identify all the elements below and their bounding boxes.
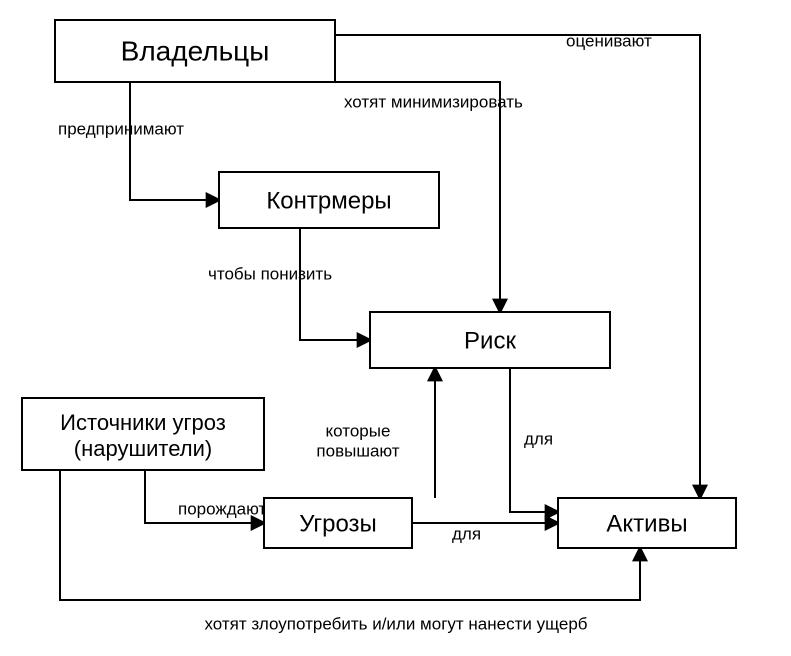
node-risk-label: Риск (464, 327, 516, 354)
node-threats: Угрозы (264, 498, 412, 548)
edge-label-raise-1: которые (326, 421, 391, 440)
edge-label-lower: чтобы понизить (208, 264, 332, 283)
edge-label-take: предпринимают (58, 119, 184, 138)
edge-counter-risk (300, 228, 370, 340)
edge-label-raise-2: повышают (316, 441, 399, 460)
edge-label-evaluate: оценивают (566, 31, 652, 50)
node-assets: Активы (558, 498, 736, 548)
node-owners: Владельцы (55, 20, 335, 82)
edge-label-for-1: для (524, 429, 553, 448)
node-sources-label-1: Источники угроз (60, 410, 226, 435)
node-risk: Риск (370, 312, 610, 368)
edge-label-for-2: для (452, 524, 481, 543)
edge-owners-counter (130, 82, 219, 200)
risk-flowchart: оценивают хотят минимизировать предприни… (0, 0, 791, 656)
node-assets-label: Активы (606, 510, 687, 537)
node-owners-label: Владельцы (121, 35, 270, 66)
node-sources-label-2: (нарушители) (74, 436, 212, 461)
node-counter-label: Контрмеры (266, 187, 391, 214)
node-threat-sources: Источники угроз (нарушители) (22, 398, 264, 470)
edge-label-abuse: хотят злоупотребить и/или могут нанести … (204, 614, 587, 633)
edge-label-minimize: хотят минимизировать (344, 92, 523, 111)
node-countermeasures: Контрмеры (219, 172, 439, 228)
edge-label-generate: порождают (178, 499, 267, 518)
node-threats-label: Угрозы (299, 510, 377, 537)
